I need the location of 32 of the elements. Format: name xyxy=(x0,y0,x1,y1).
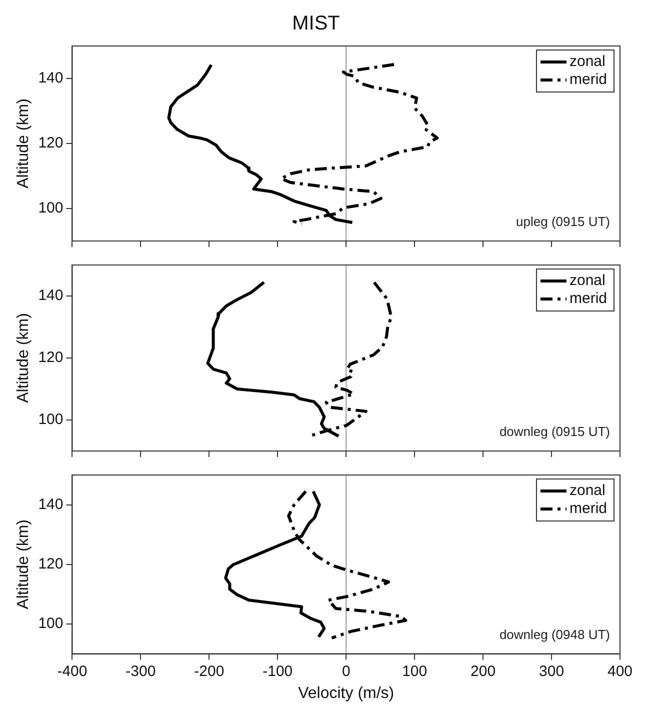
y-tick-label: 120 xyxy=(38,349,64,366)
x-tick-label: 100 xyxy=(402,662,428,680)
legend-label: zonal xyxy=(569,272,606,290)
y-axis-title: Altitude (km) xyxy=(15,313,32,403)
x-tick-label: 200 xyxy=(470,662,496,680)
x-tick-label: 300 xyxy=(539,662,564,680)
annotation: upleg (0915 UT) xyxy=(516,214,610,230)
legend-label: merid xyxy=(569,290,608,308)
legend-label: merid xyxy=(569,500,608,518)
y-tick-label: 140 xyxy=(38,496,64,513)
legend-label: merid xyxy=(569,71,608,88)
x-axis-title: Velocity (m/s) xyxy=(298,684,394,702)
x-tick-label: -200 xyxy=(194,662,224,680)
x-tick-label: 400 xyxy=(607,662,633,680)
y-tick-label: 100 xyxy=(38,615,64,632)
annotation: downleg (0948 UT) xyxy=(499,626,610,642)
x-tick-label: -300 xyxy=(126,662,156,680)
y-tick-label: 100 xyxy=(38,200,64,217)
y-tick-label: 140 xyxy=(38,70,64,87)
y-tick-label: 100 xyxy=(38,411,64,428)
chart-title: MIST xyxy=(292,12,340,35)
y-axis-title: Altitude (km) xyxy=(15,520,32,610)
x-tick-label: -100 xyxy=(262,662,293,680)
y-tick-label: 120 xyxy=(38,556,64,573)
annotation: downleg (0915 UT) xyxy=(499,424,610,440)
x-tick-label: -400 xyxy=(57,662,88,680)
y-tick-label: 120 xyxy=(38,134,64,152)
x-tick-label: 0 xyxy=(342,662,350,680)
y-tick-label: 140 xyxy=(38,287,64,304)
y-axis-title: Altitude (km) xyxy=(15,98,32,188)
legend-label: zonal xyxy=(569,53,606,70)
legend-label: zonal xyxy=(569,482,606,500)
